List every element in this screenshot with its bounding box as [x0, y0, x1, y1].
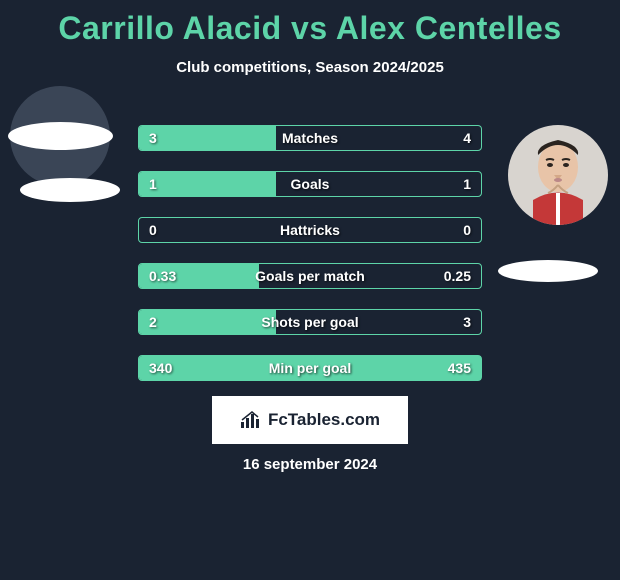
stat-row: 340 Min per goal 435: [138, 355, 482, 381]
stat-label: Goals: [291, 176, 330, 192]
stat-value-left: 2: [149, 314, 157, 330]
stat-row: 3 Matches 4: [138, 125, 482, 151]
decorative-ellipse: [498, 260, 598, 282]
stat-fill: [139, 126, 276, 150]
stat-value-right: 4: [463, 130, 471, 146]
stat-value-right: 0: [463, 222, 471, 238]
brand-text: FcTables.com: [268, 410, 380, 430]
stat-value-right: 1: [463, 176, 471, 192]
stat-value-left: 0.33: [149, 268, 176, 284]
stat-value-left: 3: [149, 130, 157, 146]
date-label: 16 september 2024: [243, 456, 377, 473]
stat-row: 0.33 Goals per match 0.25: [138, 263, 482, 289]
stat-label: Goals per match: [255, 268, 365, 284]
stat-label: Matches: [282, 130, 338, 146]
chart-icon: [240, 410, 262, 430]
page-title: Carrillo Alacid vs Alex Centelles: [0, 0, 620, 47]
decorative-ellipse: [20, 178, 120, 202]
stat-value-left: 340: [149, 360, 172, 376]
stat-value-left: 0: [149, 222, 157, 238]
stat-fill: [139, 310, 276, 334]
decorative-ellipse: [8, 122, 113, 150]
stat-fill: [139, 172, 276, 196]
stat-value-left: 1: [149, 176, 157, 192]
stats-container: 3 Matches 4 1 Goals 1 0 Hattricks 0 0.33 Goals per…: [138, 125, 482, 401]
stat-row: 2 Shots per goal 3: [138, 309, 482, 335]
stat-label: Min per goal: [269, 360, 351, 376]
stat-value-right: 0.25: [444, 268, 471, 284]
stat-value-right: 3: [463, 314, 471, 330]
stat-label: Hattricks: [280, 222, 340, 238]
stat-label: Shots per goal: [261, 314, 358, 330]
brand-badge: FcTables.com: [212, 396, 408, 444]
stat-value-right: 435: [448, 360, 471, 376]
stat-row: 0 Hattricks 0: [138, 217, 482, 243]
player-right-avatar: [508, 125, 608, 225]
subtitle: Club competitions, Season 2024/2025: [0, 59, 620, 76]
stat-row: 1 Goals 1: [138, 171, 482, 197]
